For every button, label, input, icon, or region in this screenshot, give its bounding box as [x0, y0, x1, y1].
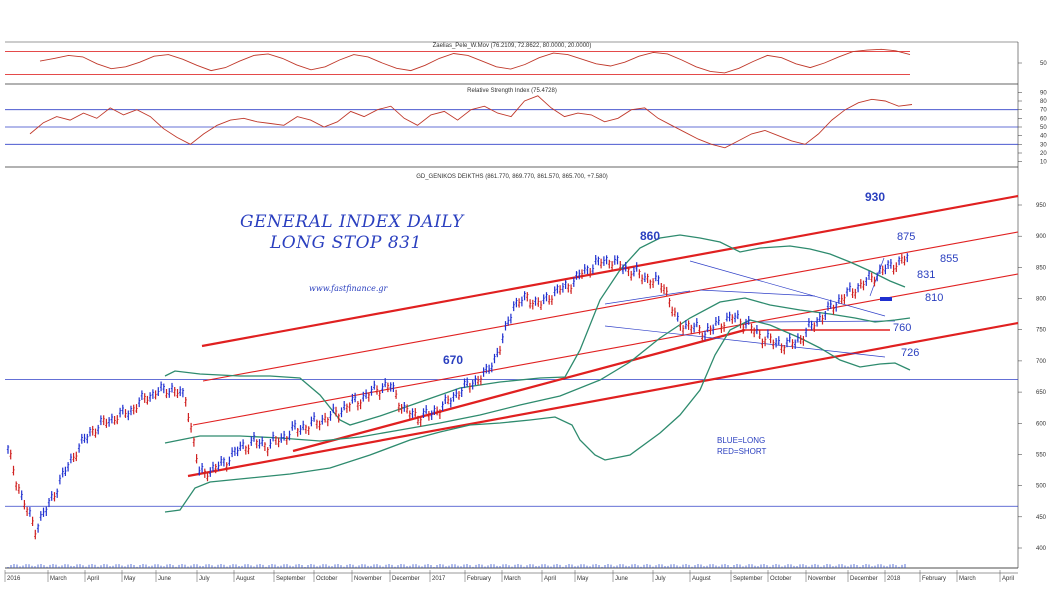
x-tick-label: February: [467, 576, 491, 582]
x-tick-label: July: [655, 576, 666, 582]
level-label-855: 855: [940, 253, 958, 265]
x-tick-label: August: [692, 576, 711, 582]
price-ytick-label: 500: [1036, 484, 1047, 490]
rsi-line: [29, 95, 913, 149]
price-horizontal-levels: [5, 379, 1018, 507]
rsi-levels: [5, 109, 1018, 145]
x-tick-label: February: [922, 576, 946, 582]
momentum-ytick-label: 50: [1040, 61, 1047, 67]
price-ytick-label: 450: [1036, 515, 1047, 521]
price-ytick-label: 550: [1036, 452, 1047, 458]
x-tick-label: May: [124, 576, 135, 582]
x-tick-label: 2018: [887, 576, 901, 582]
channel-lower-bold: [187, 321, 1019, 478]
level-label-875: 875: [897, 231, 915, 243]
level-label-670: 670: [443, 353, 463, 367]
price-ytick-label: 750: [1036, 328, 1047, 334]
bollinger-lower: [164, 319, 911, 513]
rsi-ytick-label: 60: [1040, 116, 1047, 122]
long-stop-marker: [880, 297, 892, 301]
long-stop-label: LONG STOP 831: [269, 233, 422, 253]
x-tick-label: November: [354, 576, 382, 582]
x-tick-label: October: [770, 576, 791, 582]
price-ytick-label: 850: [1036, 265, 1047, 271]
x-tick-label: April: [1002, 576, 1014, 582]
rsi-ytick-label: 50: [1040, 125, 1047, 131]
x-tick-label: July: [199, 576, 210, 582]
price-ytick-label: 400: [1036, 546, 1047, 552]
rsi-ytick-label: 80: [1040, 99, 1047, 105]
x-tick-label: 2017: [432, 576, 446, 582]
legend-blue-long: BLUE=LONG: [717, 436, 765, 445]
x-tick-label: March: [959, 576, 976, 582]
x-tick-label: November: [808, 576, 836, 582]
rsi-title: Relative Strength Index (75.4728): [467, 88, 557, 94]
rsi-ytick-label: 30: [1040, 142, 1047, 148]
x-tick-label: March: [504, 576, 521, 582]
panel-momentum: Zaelias_Pele_W.Mov (76.2109, 72.8622, 80…: [5, 41, 1047, 85]
x-tick-label: September: [733, 576, 762, 582]
momentum-yaxis: 50: [1018, 61, 1047, 67]
x-axis-months: 2016 March April May June July August September…: [4, 570, 1018, 582]
price-series: [6, 253, 909, 540]
x-tick-label: September: [276, 576, 305, 582]
x-tick-label: June: [158, 576, 172, 582]
momentum-title: Zaelias_Pele_W.Mov (76.2109, 72.8622, 80…: [433, 43, 592, 49]
bollinger-middle: [164, 297, 911, 444]
rsi-yaxis: 90 80 70 60 50 40 30 20 10: [1018, 90, 1047, 166]
rsi-ytick-label: 20: [1040, 151, 1047, 157]
momentum-line: [39, 48, 911, 74]
x-tick-label: August: [236, 576, 255, 582]
momentum-levels: [5, 51, 910, 75]
x-tick-label: December: [392, 576, 420, 582]
price-yaxis: 950 900 850 800 750 700 650 600 550 500 450 400: [1018, 203, 1047, 552]
channel-upper-thin: [202, 231, 1019, 382]
x-tick-label: December: [850, 576, 878, 582]
volume-strip: [5, 564, 1018, 569]
level-label-810: 810: [925, 292, 943, 304]
rsi-ytick-label: 10: [1040, 160, 1047, 166]
legend-red-short: RED=SHORT: [717, 447, 767, 456]
chart-headline: GENERAL INDEX DAILY: [240, 212, 465, 232]
x-tick-label: May: [577, 576, 588, 582]
rsi-ytick-label: 90: [1040, 90, 1047, 96]
level-label-726: 726: [901, 347, 919, 359]
price-ytick-label: 650: [1036, 390, 1047, 396]
x-tick-label: April: [544, 576, 556, 582]
level-label-930: 930: [865, 190, 885, 204]
level-label-860: 860: [640, 229, 660, 243]
x-tick-label: October: [316, 576, 337, 582]
level-label-760: 760: [893, 322, 911, 334]
x-tick-label: June: [615, 576, 629, 582]
x-tick-label: April: [87, 576, 99, 582]
price-ytick-label: 800: [1036, 297, 1047, 303]
x-tick-label: March: [50, 576, 67, 582]
bollinger-upper: [164, 234, 906, 426]
website-label: www.fastfinance.gr: [309, 284, 388, 293]
price-title: GD_GENIKOS DEIKTHS (861.770, 869.770, 86…: [416, 174, 608, 180]
trend-support-red: [292, 328, 746, 453]
channel-upper-bold: [201, 194, 1019, 348]
price-ytick-label: 950: [1036, 203, 1047, 209]
panel-rsi: Relative Strength Index (75.4728) 90 80 70…: [5, 84, 1047, 168]
rsi-ytick-label: 40: [1040, 134, 1047, 140]
rsi-ytick-label: 70: [1040, 108, 1047, 114]
bollinger-bands: [164, 234, 911, 513]
price-ytick-label: 600: [1036, 421, 1047, 427]
level-label-831: 831: [917, 269, 935, 281]
price-ytick-label: 900: [1036, 234, 1047, 240]
x-tick-label: 2016: [7, 576, 21, 582]
price-ytick-label: 700: [1036, 359, 1047, 365]
